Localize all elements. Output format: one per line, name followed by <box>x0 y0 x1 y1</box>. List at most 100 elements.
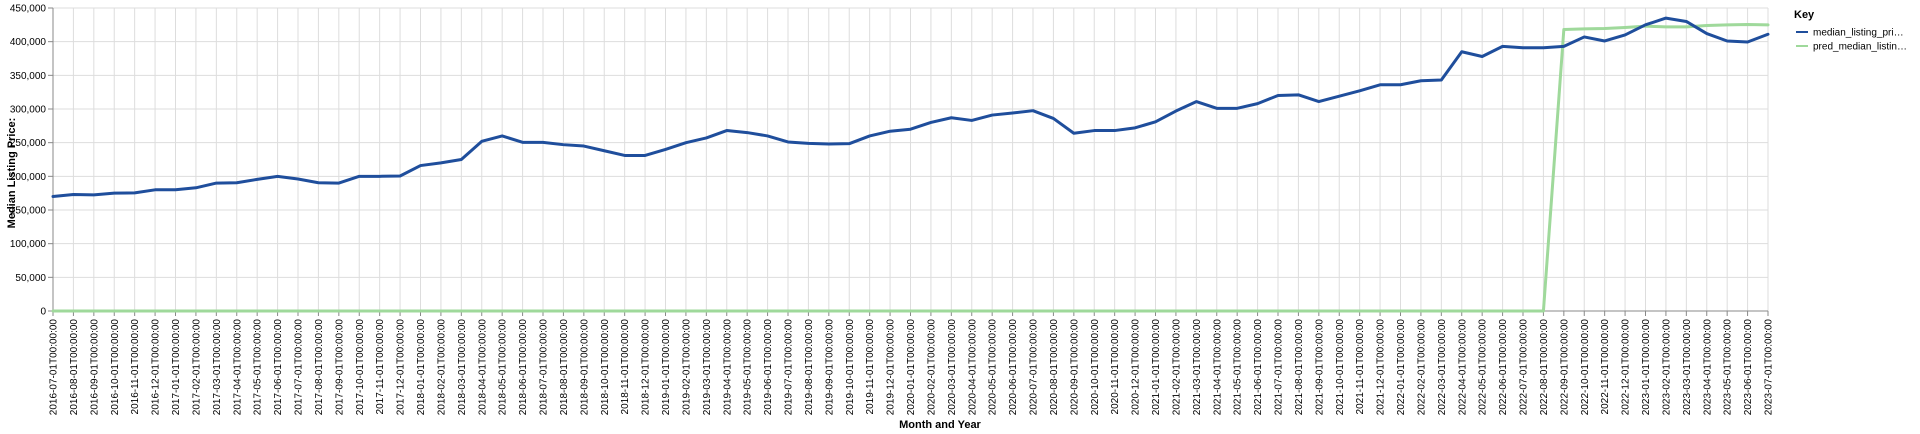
x-tick-label: 2017-12-01T00:00:00 <box>396 319 407 416</box>
x-tick-label: 2023-01-01T00:00:00 <box>1641 319 1652 416</box>
x-tick-label: 2020-11-01T00:00:00 <box>1110 319 1121 415</box>
x-tick-label: 2021-07-01T00:00:00 <box>1274 319 1285 416</box>
x-tick-label: 2022-02-01T00:00:00 <box>1416 319 1427 416</box>
x-tick-label: 2018-06-01T00:00:00 <box>518 319 529 416</box>
x-tick-label: 2019-02-01T00:00:00 <box>681 319 692 416</box>
x-tick-label: 2020-10-01T00:00:00 <box>1090 319 1101 416</box>
x-tick-label: 2019-08-01T00:00:00 <box>804 319 815 416</box>
x-tick-label: 2017-01-01T00:00:00 <box>171 319 182 416</box>
x-tick-label: 2017-05-01T00:00:00 <box>253 319 264 416</box>
series-lines <box>51 16 1770 313</box>
x-tick-label: 2019-01-01T00:00:00 <box>661 319 672 416</box>
y-tick-label: 250,000 <box>10 138 47 149</box>
x-tick-label: 2023-07-01T00:00:00 <box>1764 319 1775 416</box>
x-tick-label: 2018-08-01T00:00:00 <box>559 319 570 416</box>
x-tick-label: 2022-07-01T00:00:00 <box>1519 319 1530 416</box>
x-tick-label: 2022-08-01T00:00:00 <box>1539 319 1550 416</box>
x-tick-label: 2020-05-01T00:00:00 <box>988 319 999 416</box>
x-tick-label: 2022-03-01T00:00:00 <box>1437 319 1448 416</box>
x-tick-label: 2018-11-01T00:00:00 <box>620 319 631 415</box>
x-tick-label: 2020-08-01T00:00:00 <box>1049 319 1060 416</box>
x-tick-label: 2023-04-01T00:00:00 <box>1702 319 1713 416</box>
x-tick-label: 2020-03-01T00:00:00 <box>947 319 958 416</box>
legend-label-pred-median-listing-price: pred_median_listin… <box>1813 42 1907 53</box>
x-tick-label: 2017-04-01T00:00:00 <box>232 319 243 416</box>
series-line-pred-median-listing-price[interactable] <box>51 23 1770 313</box>
x-tick-label: 2016-08-01T00:00:00 <box>69 319 80 416</box>
x-tick-label: 2018-02-01T00:00:00 <box>436 319 447 416</box>
x-tick-label: 2021-06-01T00:00:00 <box>1253 319 1264 416</box>
x-tick-label: 2019-05-01T00:00:00 <box>743 319 754 416</box>
x-tick-label: 2016-11-01T00:00:00 <box>130 319 141 415</box>
x-tick-label: 2018-05-01T00:00:00 <box>498 319 509 416</box>
x-tick-label: 2023-06-01T00:00:00 <box>1743 319 1754 416</box>
x-tick-label: 2018-09-01T00:00:00 <box>579 319 590 416</box>
x-tick-label: 2018-01-01T00:00:00 <box>416 319 427 416</box>
x-tick-label: 2017-09-01T00:00:00 <box>334 319 345 416</box>
x-tick-label: 2019-09-01T00:00:00 <box>824 319 835 416</box>
x-tick-label: 2021-05-01T00:00:00 <box>1233 319 1244 416</box>
x-tick-label: 2020-07-01T00:00:00 <box>1029 319 1040 416</box>
x-tick-label: 2019-06-01T00:00:00 <box>763 319 774 416</box>
x-tick-label: 2016-12-01T00:00:00 <box>151 319 162 416</box>
x-tick-label: 2016-10-01T00:00:00 <box>110 319 121 416</box>
x-tick-label: 2020-09-01T00:00:00 <box>1069 319 1080 416</box>
legend-title: Key <box>1794 9 1815 21</box>
y-tick-label: 100,000 <box>10 239 47 250</box>
x-tick-label: 2022-04-01T00:00:00 <box>1457 319 1468 416</box>
x-tick-label: 2022-10-01T00:00:00 <box>1580 319 1591 416</box>
y-tick-label: 350,000 <box>10 71 47 82</box>
x-tick-label: 2022-12-01T00:00:00 <box>1621 319 1632 416</box>
x-tick-label: 2021-03-01T00:00:00 <box>1192 319 1203 416</box>
x-tick-label: 2022-11-01T00:00:00 <box>1600 319 1611 415</box>
y-axis-title: Median Listing Price: <box>6 118 18 229</box>
x-tick-label: 2019-11-01T00:00:00 <box>865 319 876 415</box>
x-tick-label: 2023-05-01T00:00:00 <box>1723 319 1734 416</box>
x-tick-label: 2021-02-01T00:00:00 <box>1171 319 1182 416</box>
x-tick-label: 2017-03-01T00:00:00 <box>212 319 223 416</box>
x-tick-label: 2019-12-01T00:00:00 <box>886 319 897 416</box>
x-tick-label: 2020-01-01T00:00:00 <box>906 319 917 416</box>
x-tick-label: 2019-03-01T00:00:00 <box>702 319 713 416</box>
x-tick-label: 2017-11-01T00:00:00 <box>375 319 386 415</box>
series-line-median-listing-price[interactable] <box>51 16 1770 199</box>
x-tick-label: 2021-04-01T00:00:00 <box>1212 319 1223 416</box>
legend-item-0[interactable]: median_listing_pri… <box>1796 28 1904 39</box>
x-tick-label: 2020-02-01T00:00:00 <box>926 319 937 416</box>
x-tick-label: 2022-06-01T00:00:00 <box>1498 319 1509 416</box>
y-tick-label: 50,000 <box>15 273 46 284</box>
y-tick-label: 0 <box>40 307 46 318</box>
x-tick-label: 2020-12-01T00:00:00 <box>1131 319 1142 416</box>
legend-label-median-listing-price: median_listing_pri… <box>1813 28 1904 39</box>
x-tick-label: 2022-01-01T00:00:00 <box>1396 319 1407 416</box>
x-tick-label: 2021-01-01T00:00:00 <box>1151 319 1162 416</box>
x-tick-label: 2021-12-01T00:00:00 <box>1376 319 1387 416</box>
y-tick-label: 300,000 <box>10 105 47 116</box>
x-tick-label: 2017-02-01T00:00:00 <box>191 319 202 416</box>
x-tick-label: 2021-09-01T00:00:00 <box>1314 319 1325 416</box>
x-tick-label: 2017-08-01T00:00:00 <box>314 319 325 416</box>
x-tick-label: 2022-05-01T00:00:00 <box>1478 319 1489 416</box>
legend-item-1[interactable]: pred_median_listin… <box>1796 42 1907 53</box>
x-tick-label: 2018-12-01T00:00:00 <box>641 319 652 416</box>
x-tick-label: 2017-10-01T00:00:00 <box>355 319 366 416</box>
x-tick-label: 2016-09-01T00:00:00 <box>89 319 100 416</box>
y-tick-label: 150,000 <box>10 206 47 217</box>
x-tick-label: 2018-10-01T00:00:00 <box>600 319 611 416</box>
x-tick-label: 2018-04-01T00:00:00 <box>477 319 488 416</box>
x-tick-label: 2023-02-01T00:00:00 <box>1661 319 1672 416</box>
x-tick-label: 2019-04-01T00:00:00 <box>722 319 733 416</box>
x-tick-label: 2021-11-01T00:00:00 <box>1355 319 1366 415</box>
x-tick-label: 2018-07-01T00:00:00 <box>539 319 550 416</box>
y-tick-label: 400,000 <box>10 37 47 48</box>
x-tick-label: 2019-07-01T00:00:00 <box>784 319 795 416</box>
axes: 0 50,000 100,000 150,000 200,000 250,000 300,0… <box>10 4 1775 416</box>
x-tick-label: 2023-03-01T00:00:00 <box>1682 319 1693 416</box>
x-tick-label: 2017-07-01T00:00:00 <box>294 319 305 416</box>
x-tick-label: 2021-08-01T00:00:00 <box>1294 319 1305 416</box>
x-tick-label: 2017-06-01T00:00:00 <box>273 319 284 416</box>
x-tick-label: 2022-09-01T00:00:00 <box>1559 319 1570 416</box>
x-tick-label: 2020-06-01T00:00:00 <box>1008 319 1019 416</box>
